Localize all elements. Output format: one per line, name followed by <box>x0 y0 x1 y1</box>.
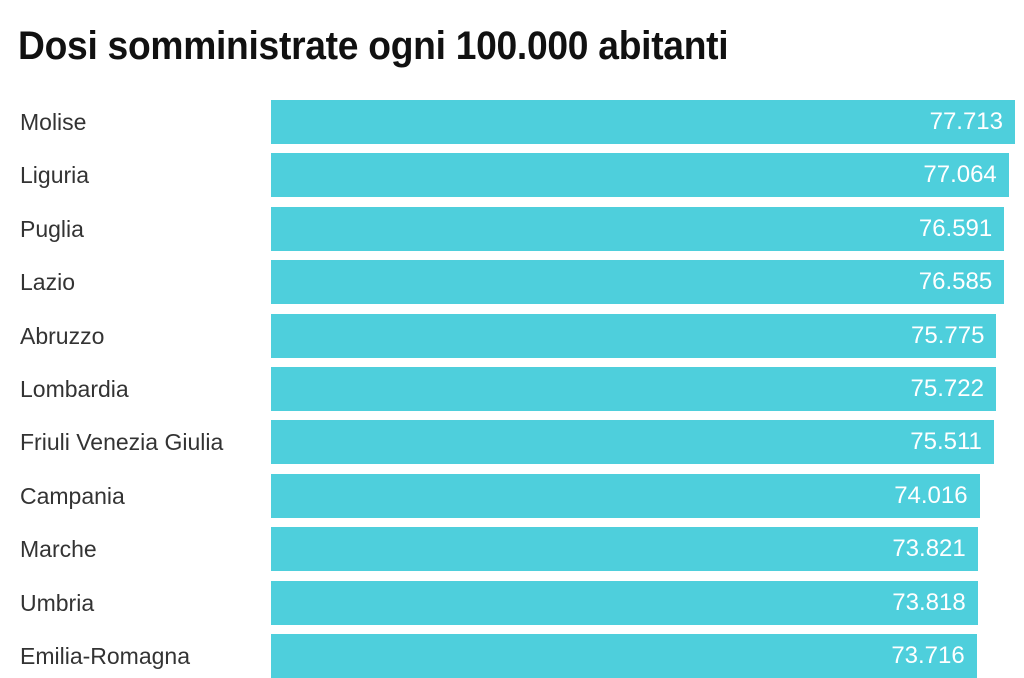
value-label: 77.064 <box>923 161 997 189</box>
bar: 75.775 <box>271 313 997 358</box>
value-label: 76.591 <box>918 214 993 242</box>
bar: 75.722 <box>271 367 996 411</box>
value-label: 75.775 <box>911 321 985 349</box>
bar-row: Marche 73.821 <box>0 527 1024 572</box>
value-label: 73.821 <box>892 535 966 563</box>
bar-row: Friuli Venezia Giulia 75.511 <box>0 420 1024 465</box>
bar: 75.511 <box>271 420 994 465</box>
bar: 77.713 <box>271 100 1015 144</box>
region-label: Marche <box>20 536 97 563</box>
value-label: 73.716 <box>891 642 965 669</box>
region-label: Umbria <box>20 589 95 616</box>
region-label: Abruzzo <box>20 322 105 349</box>
region-label: Lazio <box>20 269 75 296</box>
bar-row: Liguria 77.064 <box>0 153 1024 198</box>
region-label: Puglia <box>20 215 84 242</box>
bar-row: Molise 77.713 <box>0 100 1024 144</box>
region-label: Lombardia <box>20 376 129 402</box>
bar: 77.064 <box>271 153 1009 198</box>
value-label: 77.713 <box>929 108 1003 135</box>
region-label: Molise <box>20 109 87 135</box>
bar-row: Campania 74.016 <box>0 473 1024 518</box>
bar: 73.821 <box>271 527 978 572</box>
bar-row: Puglia 76.591 <box>0 206 1024 251</box>
value-label: 73.818 <box>892 588 966 616</box>
bar-row: Umbria 73.818 <box>0 580 1024 625</box>
region-label: Friuli Venezia Giulia <box>20 429 224 456</box>
bar-row: Emilia-Romagna 73.716 <box>0 634 1024 678</box>
bar: 74.016 <box>271 473 980 518</box>
value-label: 75.722 <box>910 375 984 402</box>
region-label: Liguria <box>20 162 90 189</box>
bar: 73.818 <box>271 580 978 625</box>
bar-row: Lombardia 75.722 <box>0 367 1024 411</box>
region-label: Emilia-Romagna <box>20 643 191 669</box>
value-label: 75.511 <box>910 428 982 456</box>
bar-row: Abruzzo 75.775 <box>0 313 1024 358</box>
bar-row: Lazio 76.585 <box>0 260 1024 305</box>
bar: 73.716 <box>271 634 977 678</box>
region-label: Campania <box>20 482 125 509</box>
value-label: 74.016 <box>894 481 968 509</box>
bar: 76.585 <box>271 260 1005 305</box>
value-label: 76.585 <box>918 268 993 296</box>
chart-title: Dosi somministrate ogni 100.000 abitanti <box>18 24 729 68</box>
bar: 76.591 <box>271 206 1005 251</box>
